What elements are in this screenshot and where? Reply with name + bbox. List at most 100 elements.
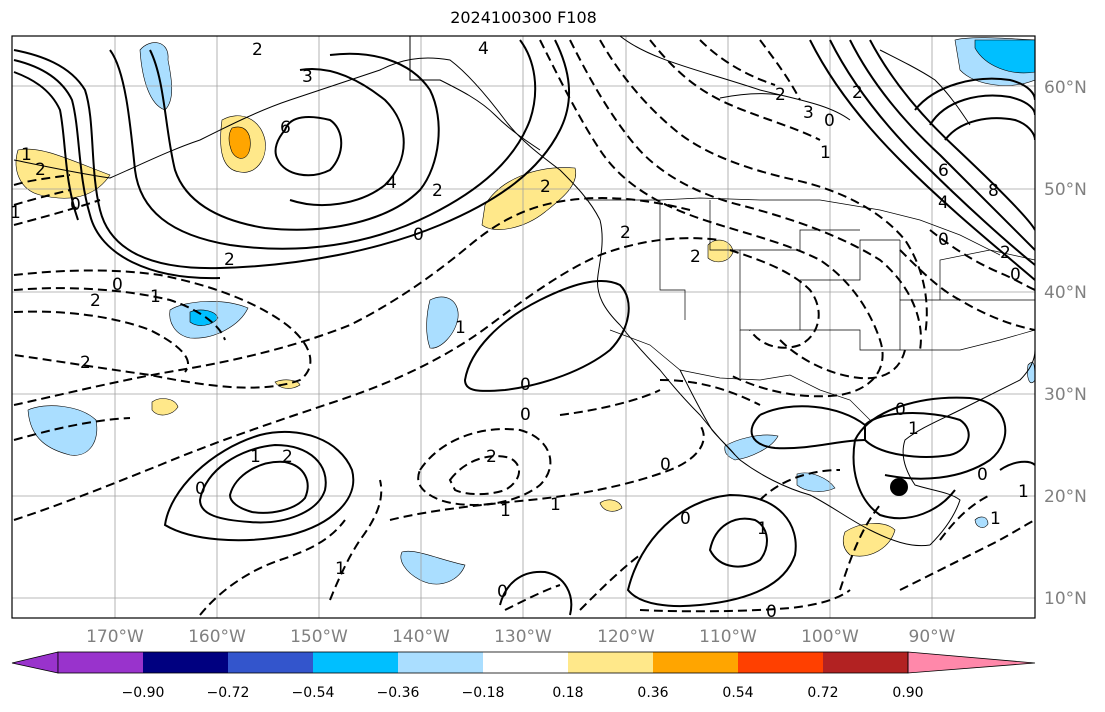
colorbar-tick-label: −0.54 — [292, 685, 335, 701]
contour-label: 8 — [988, 181, 999, 201]
contour-label: 2 — [620, 223, 631, 243]
shaded-regions — [15, 37, 1035, 585]
graticule — [12, 36, 1035, 618]
colorbar-segment — [483, 652, 568, 673]
contour-label: 4 — [386, 173, 397, 193]
contour-label: 0 — [112, 275, 123, 295]
contour-label: 2 — [80, 353, 91, 373]
contour-label: 1 — [250, 447, 261, 467]
contour-label: 2 — [282, 447, 293, 467]
colorbar-segment — [143, 652, 228, 673]
contour-label: 0 — [766, 602, 777, 622]
contour-label: 1 — [150, 287, 161, 307]
contour-label: 0 — [977, 465, 988, 485]
contour-label: 2 — [90, 291, 101, 311]
contour-label: 4 — [938, 193, 949, 213]
lat-label: 30°N — [1044, 385, 1087, 405]
colorbar-tick-label: 0.18 — [552, 685, 583, 701]
lon-label: 90°W — [909, 627, 956, 647]
contour-label: 1 — [335, 559, 346, 579]
lon-label: 140°W — [392, 627, 450, 647]
contour-label: 0 — [520, 405, 531, 425]
contour-label: 1 — [21, 145, 32, 165]
shade-negative — [974, 516, 989, 528]
lat-label: 60°N — [1044, 78, 1087, 98]
contour-label: 1 — [990, 509, 1001, 529]
colorbar-tick-label: 0.90 — [892, 685, 923, 701]
contour-label: 2 — [775, 85, 786, 105]
solid-contours — [13, 39, 1035, 616]
contour-label: 2 — [690, 247, 701, 267]
contour-label: 2 — [432, 181, 443, 201]
lon-label: 170°W — [86, 627, 144, 647]
contour-label: 0 — [70, 195, 81, 215]
contour-label: 2 — [35, 160, 46, 180]
contour-labels: 2 4 3 6 4 2 0 2 0 1 0 2 1 2 0 1 2 2 0 0 … — [10, 39, 1029, 622]
colorbar-ticks: −0.90 −0.72 −0.54 −0.36 −0.18 0.18 0.36 … — [122, 685, 924, 701]
colorbar-tick-label: 0.54 — [722, 685, 753, 701]
shade-negative — [724, 434, 779, 461]
colorbar: −0.90 −0.72 −0.54 −0.36 −0.18 0.18 0.36 … — [11, 651, 1036, 701]
contour-label: 1 — [455, 318, 466, 338]
map-title: 2024100300 F108 — [450, 8, 597, 27]
shade-positive — [599, 499, 623, 512]
lat-label: 50°N — [1044, 180, 1087, 200]
contour-label: 6 — [280, 118, 291, 138]
lon-label: 100°W — [801, 627, 859, 647]
colorbar-segment — [653, 652, 738, 673]
lon-label: 120°W — [597, 627, 655, 647]
shade-negative — [426, 296, 459, 349]
shade-positive-core — [228, 126, 251, 159]
lon-label: 160°W — [188, 627, 246, 647]
contour-label: 0 — [1010, 265, 1021, 285]
contour-label: 1 — [820, 143, 831, 163]
contour-label: 1 — [1018, 482, 1029, 502]
contour-label: 2 — [1000, 243, 1011, 263]
colorbar-extend-low — [11, 651, 59, 674]
contour-label: 2 — [540, 177, 551, 197]
lon-label: 110°W — [699, 627, 757, 647]
shade-negative — [400, 550, 466, 585]
colorbar-segment — [58, 652, 143, 673]
shade-negative — [27, 405, 98, 456]
contour-label: 3 — [803, 103, 814, 123]
colorbar-segment — [313, 652, 398, 673]
contour-label: 1 — [550, 495, 561, 515]
contour-label: 0 — [195, 479, 206, 499]
lat-label: 20°N — [1044, 487, 1087, 507]
colorbar-segment — [568, 652, 653, 673]
longitude-axis: 170°W 160°W 150°W 140°W 130°W 120°W 110°… — [86, 627, 956, 647]
contour-label: 1 — [757, 519, 768, 539]
contour-label: 0 — [413, 225, 424, 245]
lat-label: 40°N — [1044, 283, 1087, 303]
contour-label: 1 — [500, 501, 511, 521]
contour-label: 0 — [520, 375, 531, 395]
contour-label: 3 — [302, 67, 313, 87]
contour-label: 2 — [252, 40, 263, 60]
coastlines — [13, 36, 1035, 547]
contour-label: 0 — [497, 582, 508, 602]
contour-label: 4 — [478, 39, 489, 59]
colorbar-tick-label: 0.72 — [807, 685, 838, 701]
contour-label: 2 — [224, 250, 235, 270]
contour-label: 6 — [938, 161, 949, 181]
colorbar-tick-label: −0.18 — [462, 685, 505, 701]
contour-label: 0 — [895, 400, 906, 420]
colorbar-tick-label: 0.36 — [637, 685, 668, 701]
contour-label: 1 — [10, 203, 21, 223]
contour-label: 2 — [486, 447, 497, 467]
location-marker — [890, 478, 908, 496]
colorbar-tick-label: −0.36 — [377, 685, 420, 701]
contour-label: 0 — [680, 509, 691, 529]
colorbar-segment — [823, 652, 908, 673]
dashed-contours — [13, 39, 1035, 616]
lon-label: 150°W — [290, 627, 348, 647]
contour-label: 0 — [660, 455, 671, 475]
contour-label: 0 — [824, 111, 835, 131]
contour-label: 0 — [938, 230, 949, 250]
contour-label: 2 — [852, 83, 863, 103]
colorbar-outline — [57, 651, 909, 674]
colorbar-tick-label: −0.72 — [207, 685, 250, 701]
colorbar-extend-high — [907, 651, 1036, 674]
